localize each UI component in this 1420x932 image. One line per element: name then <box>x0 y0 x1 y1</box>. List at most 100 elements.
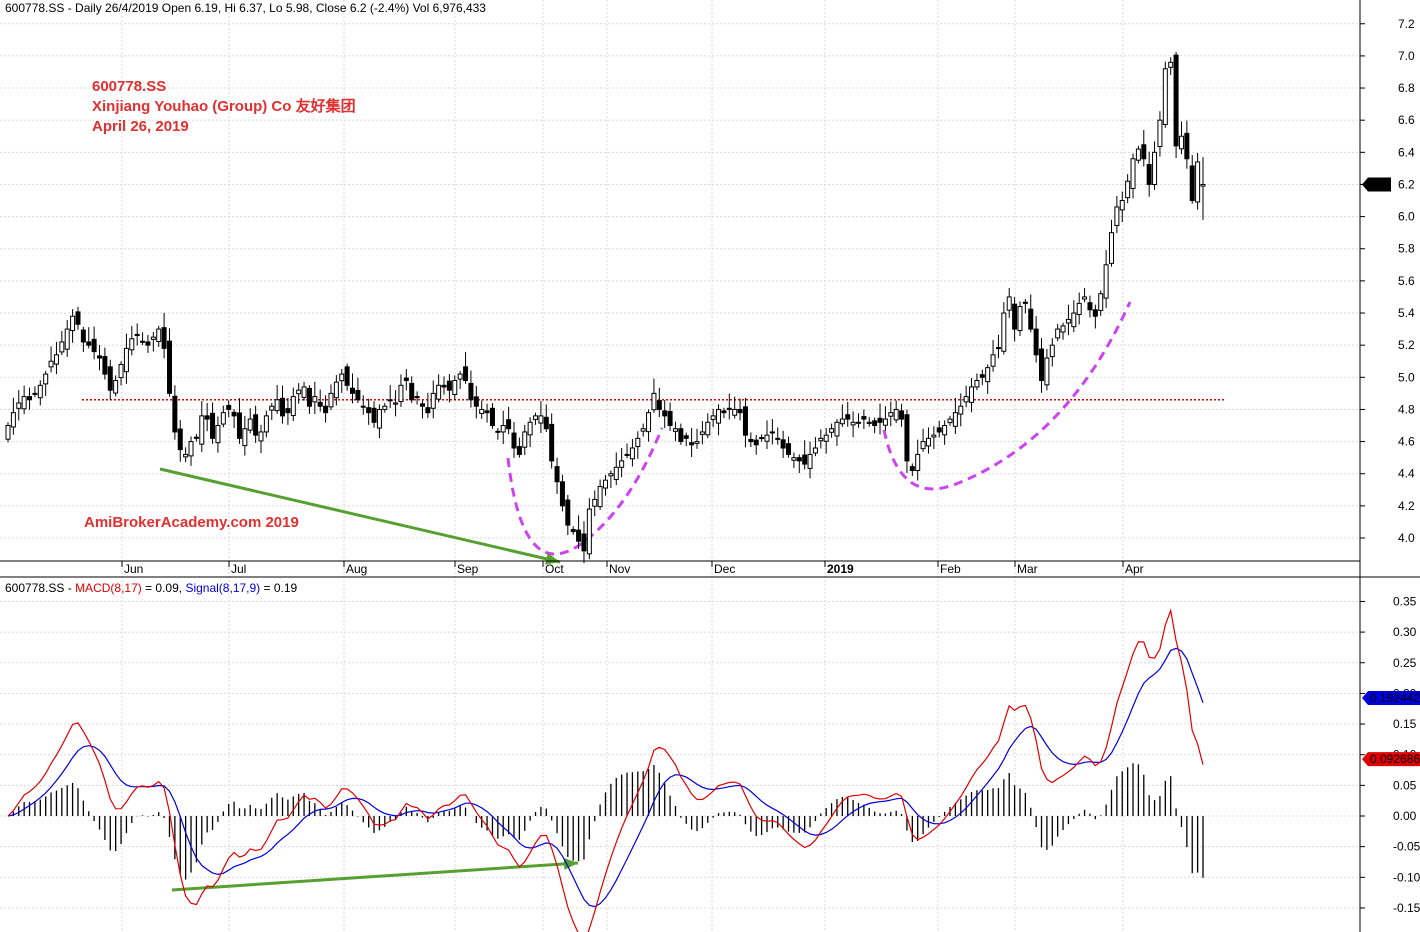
candle-body-2 <box>16 402 22 409</box>
candle-body-48 <box>263 415 269 433</box>
candle-body-155 <box>839 418 845 425</box>
candle-body-215 <box>1162 68 1168 126</box>
candle-body-18 <box>102 356 108 375</box>
candle-body-115 <box>624 453 630 456</box>
candle-body-78 <box>425 407 431 414</box>
candle-body-38 <box>210 412 216 439</box>
price-tick-label-9: 5.8 <box>1398 242 1415 256</box>
signal-title-value: = 0.19 <box>260 581 297 595</box>
candle-body-198 <box>1071 312 1077 328</box>
candle-body-59 <box>323 405 329 414</box>
candle-body-28 <box>156 328 162 342</box>
candle-body-109 <box>592 498 598 507</box>
candle-body-221 <box>1195 161 1201 203</box>
chart-text: 600778.SS - Daily 26/4/2019 Open 6.19, H… <box>5 1 486 595</box>
candle-body-34 <box>188 441 194 457</box>
candle-body-173 <box>936 427 942 433</box>
candle-body-176 <box>952 412 958 427</box>
candle-body-192 <box>1039 348 1045 382</box>
candle-body-122 <box>662 410 668 417</box>
candle-body-163 <box>882 418 888 426</box>
candle-body-191 <box>1033 328 1039 356</box>
candle-body-184 <box>995 347 1001 350</box>
candle-body-128 <box>694 441 700 444</box>
candle-body-66 <box>360 405 366 408</box>
candle-body-102 <box>554 466 560 483</box>
candle-body-31 <box>172 395 178 433</box>
candle-body-158 <box>855 421 861 424</box>
candle-body-37 <box>204 415 210 420</box>
month-label-4: Oct <box>545 562 564 576</box>
candle-body-4 <box>27 396 33 401</box>
candle-body-151 <box>818 437 824 442</box>
candle-body-206 <box>1114 206 1120 226</box>
candle-body-169 <box>915 453 921 472</box>
overlay-lines <box>82 301 1225 892</box>
candle-body-30 <box>166 340 172 394</box>
candle-body-162 <box>877 417 883 423</box>
candle-body-5 <box>32 392 38 395</box>
candle-body-142 <box>769 431 775 434</box>
macd-title-value: = 0.09, <box>142 581 186 595</box>
candle-body-1 <box>10 412 16 428</box>
candle-body-36 <box>199 415 205 445</box>
candle-body-3 <box>21 396 27 410</box>
candle-body-64 <box>350 387 356 394</box>
candle-body-117 <box>635 437 641 448</box>
cup-pattern-right <box>882 301 1132 491</box>
macd-tick-label-0: -0.15 <box>1393 901 1420 915</box>
candle-body-42 <box>231 411 237 417</box>
candle-body-148 <box>802 454 808 465</box>
candle-body-185 <box>1001 312 1007 352</box>
signal-value-marker <box>1362 691 1420 706</box>
candle-body-50 <box>274 399 280 412</box>
price-tick-label-10: 6.0 <box>1398 210 1415 224</box>
candle-body-98 <box>533 415 539 420</box>
candle-body-82 <box>446 380 452 391</box>
candle-body-157 <box>850 421 856 426</box>
candle-body-57 <box>312 396 318 403</box>
candle-body-214 <box>1157 119 1163 148</box>
annotation-date: April 26, 2019 <box>92 118 189 135</box>
candle-body-132 <box>716 408 722 424</box>
candle-body-0 <box>5 425 11 440</box>
candle-body-58 <box>317 401 323 407</box>
candle-body-216 <box>1168 61 1174 68</box>
candle-body-178 <box>963 396 969 403</box>
candle-body-201 <box>1087 302 1093 311</box>
candle-body-63 <box>344 366 350 386</box>
candle-body-188 <box>1017 306 1023 332</box>
candle-body-182 <box>985 367 991 383</box>
candle-body-71 <box>387 399 393 402</box>
last-price-marker <box>1362 177 1391 192</box>
candle-body-86 <box>468 382 474 401</box>
month-label-5: Nov <box>609 562 630 576</box>
candle-body-130 <box>705 421 711 436</box>
last-price-label: 6.2 <box>1370 177 1387 191</box>
macd-tick-label-1: -0.10 <box>1393 870 1420 884</box>
candle-body-145 <box>786 443 792 455</box>
candle-body-45 <box>247 418 253 431</box>
candle-body-181 <box>979 374 985 378</box>
price-tick-label-7: 5.4 <box>1398 306 1415 320</box>
candle-body-104 <box>565 499 571 526</box>
candle-body-110 <box>597 486 603 508</box>
candle-body-33 <box>183 453 189 458</box>
candle-body-207 <box>1119 200 1125 211</box>
candle-body-135 <box>732 408 738 416</box>
candle-body-26 <box>145 341 151 346</box>
candle-body-139 <box>753 439 759 446</box>
candle-body-127 <box>689 442 695 446</box>
candle-body-53 <box>290 396 296 417</box>
candle-body-126 <box>683 435 689 439</box>
candle-body-51 <box>280 397 286 417</box>
candlesticks <box>5 51 1206 564</box>
candle-body-196 <box>1060 325 1066 333</box>
macd-title-prefix: 600778.SS - <box>5 581 75 595</box>
macd-title-label: MACD(8,17) <box>75 581 142 595</box>
candle-body-137 <box>742 406 748 436</box>
candle-body-165 <box>893 408 899 421</box>
candle-body-6 <box>37 384 43 399</box>
candle-body-12 <box>70 315 76 332</box>
